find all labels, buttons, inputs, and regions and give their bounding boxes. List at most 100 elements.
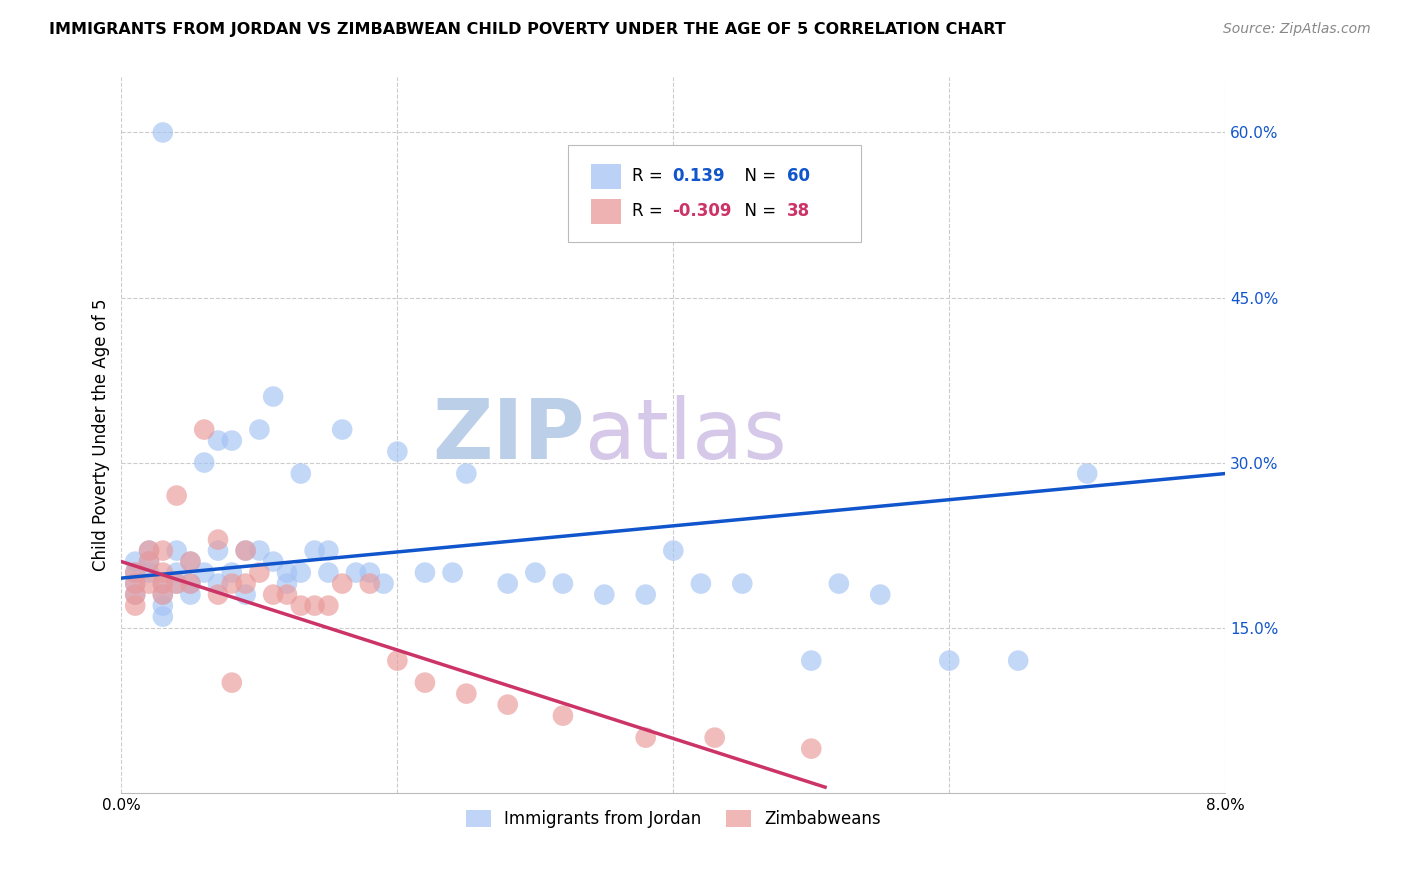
Point bbox=[330, 576, 353, 591]
Point bbox=[276, 566, 298, 580]
Point bbox=[1076, 467, 1098, 481]
Point bbox=[166, 576, 188, 591]
Point bbox=[662, 543, 685, 558]
Point bbox=[703, 731, 725, 745]
Text: 60: 60 bbox=[787, 167, 810, 186]
Point bbox=[179, 576, 201, 591]
Point bbox=[138, 543, 160, 558]
Point bbox=[124, 588, 146, 602]
Point bbox=[152, 576, 174, 591]
Point bbox=[690, 576, 713, 591]
Point bbox=[207, 434, 229, 448]
Point bbox=[179, 588, 201, 602]
Text: N =: N = bbox=[734, 202, 782, 220]
Point bbox=[387, 654, 409, 668]
Point bbox=[124, 576, 146, 591]
Point bbox=[124, 588, 146, 602]
Point bbox=[828, 576, 851, 591]
Text: -0.309: -0.309 bbox=[672, 202, 731, 220]
Point bbox=[138, 555, 160, 569]
Point bbox=[1007, 654, 1029, 668]
Text: Source: ZipAtlas.com: Source: ZipAtlas.com bbox=[1223, 22, 1371, 37]
Point bbox=[290, 467, 312, 481]
Point bbox=[551, 576, 574, 591]
Point bbox=[166, 489, 188, 503]
Bar bbox=[591, 163, 621, 188]
Point bbox=[138, 543, 160, 558]
Point bbox=[152, 543, 174, 558]
Point bbox=[359, 576, 381, 591]
Point bbox=[152, 609, 174, 624]
Bar bbox=[591, 199, 621, 224]
Legend: Immigrants from Jordan, Zimbabweans: Immigrants from Jordan, Zimbabweans bbox=[458, 803, 887, 834]
Text: N =: N = bbox=[734, 167, 782, 186]
Point bbox=[318, 543, 340, 558]
Point bbox=[193, 456, 215, 470]
Point bbox=[524, 566, 547, 580]
Point bbox=[235, 588, 257, 602]
Point bbox=[124, 566, 146, 580]
Point bbox=[869, 588, 891, 602]
Point bbox=[152, 576, 174, 591]
Text: R =: R = bbox=[633, 202, 668, 220]
Point bbox=[152, 566, 174, 580]
Point bbox=[456, 467, 478, 481]
Point bbox=[634, 588, 657, 602]
Point bbox=[207, 576, 229, 591]
Point bbox=[138, 576, 160, 591]
Point bbox=[193, 566, 215, 580]
Text: R =: R = bbox=[633, 167, 668, 186]
Point bbox=[318, 566, 340, 580]
Point bbox=[262, 390, 284, 404]
Text: ZIP: ZIP bbox=[433, 394, 585, 475]
Point bbox=[290, 566, 312, 580]
Point bbox=[138, 566, 160, 580]
Point bbox=[344, 566, 367, 580]
Point bbox=[290, 599, 312, 613]
Point bbox=[179, 555, 201, 569]
Point bbox=[304, 543, 326, 558]
Point bbox=[193, 423, 215, 437]
Point bbox=[276, 576, 298, 591]
Point bbox=[800, 741, 823, 756]
Point bbox=[166, 576, 188, 591]
Point bbox=[235, 576, 257, 591]
Point bbox=[221, 675, 243, 690]
Point bbox=[276, 588, 298, 602]
Point bbox=[124, 566, 146, 580]
Point bbox=[138, 555, 160, 569]
Point bbox=[152, 588, 174, 602]
Point bbox=[387, 444, 409, 458]
Point bbox=[124, 576, 146, 591]
Point bbox=[413, 566, 436, 580]
Point bbox=[456, 687, 478, 701]
Point bbox=[235, 543, 257, 558]
Point bbox=[152, 588, 174, 602]
Point bbox=[152, 125, 174, 139]
Point bbox=[207, 543, 229, 558]
Point bbox=[166, 566, 188, 580]
Point bbox=[634, 731, 657, 745]
Point bbox=[262, 588, 284, 602]
Point bbox=[152, 599, 174, 613]
Point bbox=[413, 675, 436, 690]
Text: atlas: atlas bbox=[585, 394, 787, 475]
Point bbox=[593, 588, 616, 602]
Point bbox=[166, 543, 188, 558]
Point bbox=[330, 423, 353, 437]
Text: 0.139: 0.139 bbox=[672, 167, 725, 186]
Point bbox=[221, 434, 243, 448]
Point bbox=[124, 599, 146, 613]
Text: 38: 38 bbox=[787, 202, 810, 220]
Point bbox=[207, 533, 229, 547]
Point bbox=[731, 576, 754, 591]
Point bbox=[800, 654, 823, 668]
Point bbox=[551, 708, 574, 723]
Point bbox=[179, 576, 201, 591]
Point bbox=[441, 566, 464, 580]
FancyBboxPatch shape bbox=[568, 145, 860, 242]
Point bbox=[938, 654, 960, 668]
Point bbox=[207, 588, 229, 602]
Point bbox=[247, 423, 270, 437]
Point bbox=[247, 543, 270, 558]
